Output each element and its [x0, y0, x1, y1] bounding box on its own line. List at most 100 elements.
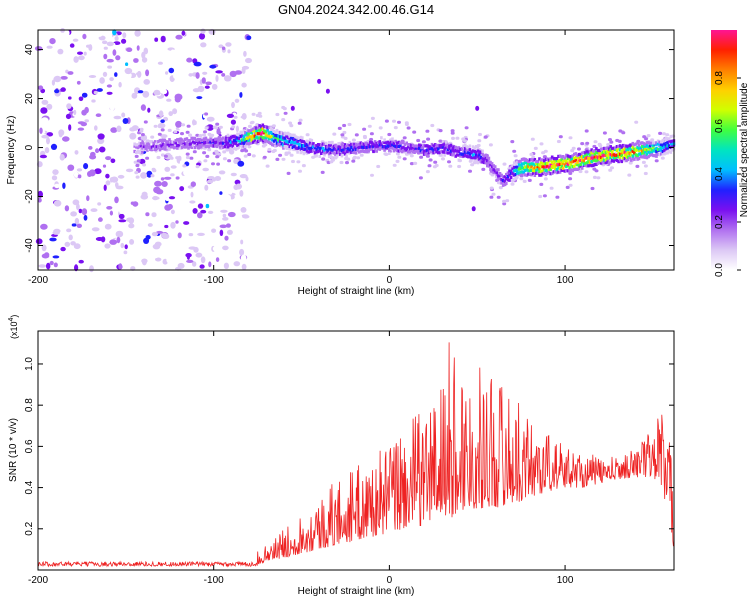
- signal-cell: [647, 145, 650, 149]
- scatter-blob: [278, 153, 283, 157]
- scatter-blob: [426, 137, 431, 141]
- scatter-blob: [617, 139, 622, 143]
- signal-cell: [546, 171, 549, 175]
- scatter-blob: [142, 163, 147, 167]
- signal-cell: [233, 139, 236, 143]
- signal-cell: [226, 133, 230, 137]
- noise-blob: [112, 49, 117, 56]
- signal-cell: [351, 148, 355, 152]
- scatter-blob: [522, 179, 527, 183]
- noise-blob: [82, 254, 89, 262]
- signal-cell: [171, 145, 174, 149]
- signal-cell: [402, 141, 405, 145]
- noise-blob: [197, 212, 203, 219]
- noise-blob: [114, 196, 119, 204]
- scatter-blob: [502, 162, 507, 166]
- scatter-blob: [139, 129, 144, 133]
- signal-cell: [324, 147, 328, 151]
- signal-cell: [350, 150, 353, 154]
- signal-cell: [367, 143, 370, 147]
- signal-cell: [229, 143, 233, 147]
- signal-cell: [617, 151, 620, 155]
- scatter-blob: [185, 155, 190, 160]
- signal-cell: [541, 165, 544, 169]
- noise-blob: [162, 89, 168, 95]
- signal-cell: [239, 130, 242, 134]
- signal-cell: [629, 158, 633, 162]
- noise-blob: [70, 211, 77, 217]
- noise-blob: [41, 40, 50, 44]
- signal-cell: [622, 148, 625, 152]
- signal-cell: [568, 166, 571, 170]
- signal-cell: [487, 156, 491, 160]
- signal-cell: [239, 139, 242, 144]
- signal-cell: [604, 151, 608, 155]
- signal-cell: [444, 145, 448, 149]
- signal-cell: [599, 147, 603, 151]
- scatter-blob: [542, 194, 547, 198]
- signal-cell: [505, 181, 508, 185]
- signal-cell: [362, 142, 366, 146]
- signal-cell: [288, 144, 291, 149]
- noise-blob: [153, 70, 162, 76]
- signal-cell: [506, 171, 510, 175]
- signal-cell: [253, 134, 257, 138]
- noise-blob: [220, 127, 227, 135]
- signal-cell: [264, 136, 268, 140]
- signal-cell: [231, 144, 235, 148]
- signal-cell: [291, 140, 295, 144]
- scatter-blob: [157, 132, 162, 136]
- signal-cell: [463, 153, 467, 157]
- noise-blob: [52, 230, 60, 235]
- signal-cell: [326, 150, 329, 154]
- signal-cell: [150, 140, 154, 144]
- signal-cell: [449, 149, 453, 153]
- signal-cell: [218, 138, 222, 143]
- noise-blob: [76, 203, 80, 211]
- signal-cell: [604, 158, 608, 162]
- signal-cell: [626, 147, 630, 152]
- signal-cell: [245, 132, 249, 136]
- signal-cell: [152, 146, 155, 150]
- signal-cell: [441, 140, 445, 144]
- signal-cell: [266, 128, 269, 132]
- signal-cell: [584, 153, 587, 157]
- noise-blob: [157, 61, 163, 65]
- signal-cell: [222, 136, 225, 140]
- noise-blob: [57, 48, 64, 55]
- signal-cell: [476, 146, 480, 150]
- signal-cell: [565, 159, 568, 163]
- noise-blob: [211, 178, 216, 182]
- signal-cell: [519, 159, 522, 163]
- signal-cell: [528, 168, 532, 173]
- signal-cell: [592, 156, 595, 160]
- signal-cell: [666, 146, 669, 150]
- noise-blob: [231, 101, 235, 109]
- signal-cell: [345, 150, 348, 154]
- signal-cell: [631, 149, 635, 153]
- noise-blob: [105, 156, 112, 161]
- signal-cell: [353, 146, 356, 150]
- signal-cell: [283, 131, 287, 135]
- noise-blob: [117, 45, 124, 50]
- signal-cell: [346, 149, 350, 153]
- noise-blob: [41, 99, 49, 105]
- signal-cell: [541, 162, 544, 166]
- noise-blob: [81, 109, 87, 116]
- signal-cell: [293, 147, 296, 152]
- signal-cell: [214, 144, 217, 148]
- noise-blob: [38, 85, 44, 90]
- scatter-blob: [584, 170, 589, 174]
- signal-cell: [397, 149, 401, 153]
- signal-cell: [550, 155, 554, 159]
- signal-cell: [258, 131, 261, 136]
- signal-cell: [152, 144, 155, 148]
- noise-blob: [40, 107, 48, 114]
- noise-blob: [41, 134, 50, 139]
- noise-blob: [186, 57, 193, 63]
- signal-cell: [440, 149, 443, 153]
- signal-cell: [536, 164, 540, 169]
- signal-cell: [648, 150, 652, 154]
- outlier-blob: [475, 105, 480, 111]
- scatter-blob: [215, 155, 220, 159]
